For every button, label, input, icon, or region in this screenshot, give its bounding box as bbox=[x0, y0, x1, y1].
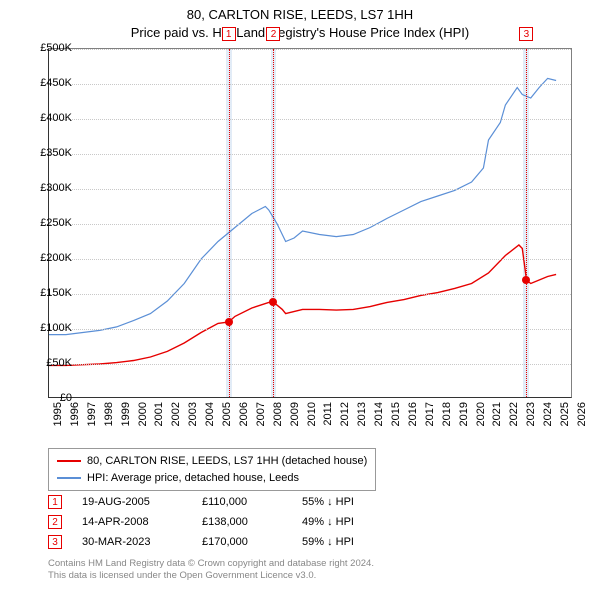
x-tick-label: 2016 bbox=[407, 402, 419, 426]
gridline bbox=[49, 154, 571, 155]
gridline bbox=[49, 84, 571, 85]
x-tick-label: 2025 bbox=[559, 402, 571, 426]
x-tick-label: 2015 bbox=[390, 402, 402, 426]
x-tick-label: 1999 bbox=[120, 402, 132, 426]
x-tick-label: 2018 bbox=[441, 402, 453, 426]
x-tick-label: 2012 bbox=[339, 402, 351, 426]
gridline bbox=[49, 329, 571, 330]
event-table: 1 19-AUG-2005 £110,000 55% ↓ HPI 2 14-APR-200… bbox=[48, 492, 392, 552]
marker-flag: 1 bbox=[222, 27, 236, 41]
x-tick-label: 2022 bbox=[508, 402, 520, 426]
gridline bbox=[49, 259, 571, 260]
x-tick-label: 2019 bbox=[458, 402, 470, 426]
gridline bbox=[49, 119, 571, 120]
event-badge: 1 bbox=[48, 495, 62, 509]
legend-swatch-property bbox=[57, 460, 81, 462]
event-date: 19-AUG-2005 bbox=[82, 496, 182, 508]
x-tick-label: 2000 bbox=[137, 402, 149, 426]
plot-area: 123 bbox=[48, 48, 572, 398]
event-pct: 49% ↓ HPI bbox=[302, 516, 392, 528]
gridline bbox=[49, 49, 571, 50]
event-date: 14-APR-2008 bbox=[82, 516, 182, 528]
x-tick-label: 2001 bbox=[153, 402, 165, 426]
x-tick-label: 2017 bbox=[424, 402, 436, 426]
x-tick-label: 2002 bbox=[170, 402, 182, 426]
gridline bbox=[49, 294, 571, 295]
marker-line bbox=[526, 49, 527, 397]
event-badge: 2 bbox=[48, 515, 62, 529]
y-tick-label: £250K bbox=[28, 217, 72, 229]
x-tick-label: 2014 bbox=[373, 402, 385, 426]
y-tick-label: £450K bbox=[28, 77, 72, 89]
x-tick-label: 1997 bbox=[86, 402, 98, 426]
x-tick-label: 2026 bbox=[576, 402, 588, 426]
event-date: 30-MAR-2023 bbox=[82, 536, 182, 548]
y-tick-label: £50K bbox=[28, 357, 72, 369]
x-tick-label: 1996 bbox=[69, 402, 81, 426]
x-tick-label: 2005 bbox=[221, 402, 233, 426]
x-tick-label: 2010 bbox=[306, 402, 318, 426]
y-tick-label: £350K bbox=[28, 147, 72, 159]
marker-line bbox=[273, 49, 274, 397]
x-tick-label: 2011 bbox=[322, 402, 334, 426]
event-badge: 3 bbox=[48, 535, 62, 549]
y-tick-label: £200K bbox=[28, 252, 72, 264]
x-tick-label: 2004 bbox=[204, 402, 216, 426]
gridline bbox=[49, 189, 571, 190]
x-tick-label: 2009 bbox=[289, 402, 301, 426]
gridline bbox=[49, 224, 571, 225]
legend-label-hpi: HPI: Average price, detached house, Leed… bbox=[87, 470, 299, 487]
x-tick-label: 1995 bbox=[52, 402, 64, 426]
attribution: Contains HM Land Registry data © Crown c… bbox=[48, 558, 374, 583]
event-price: £110,000 bbox=[202, 496, 282, 508]
attribution-line-1: Contains HM Land Registry data © Crown c… bbox=[48, 558, 374, 570]
x-tick-label: 2003 bbox=[187, 402, 199, 426]
event-pct: 59% ↓ HPI bbox=[302, 536, 392, 548]
plot-svg bbox=[49, 49, 571, 397]
marker-dot bbox=[225, 318, 233, 326]
x-tick-label: 2020 bbox=[475, 402, 487, 426]
marker-dot bbox=[269, 298, 277, 306]
legend-label-property: 80, CARLTON RISE, LEEDS, LS7 1HH (detach… bbox=[87, 453, 367, 470]
y-tick-label: £300K bbox=[28, 182, 72, 194]
marker-flag: 3 bbox=[519, 27, 533, 41]
series-line-property bbox=[49, 245, 556, 365]
x-tick-label: 2013 bbox=[356, 402, 368, 426]
event-pct: 55% ↓ HPI bbox=[302, 496, 392, 508]
title-line-1: 80, CARLTON RISE, LEEDS, LS7 1HH bbox=[0, 6, 600, 24]
marker-line bbox=[229, 49, 230, 397]
x-tick-label: 1998 bbox=[103, 402, 115, 426]
y-tick-label: £150K bbox=[28, 287, 72, 299]
chart-container: 80, CARLTON RISE, LEEDS, LS7 1HH Price p… bbox=[0, 0, 600, 590]
y-tick-label: £0 bbox=[28, 392, 72, 404]
event-row: 3 30-MAR-2023 £170,000 59% ↓ HPI bbox=[48, 532, 392, 552]
event-row: 2 14-APR-2008 £138,000 49% ↓ HPI bbox=[48, 512, 392, 532]
x-tick-label: 2024 bbox=[542, 402, 554, 426]
attribution-line-2: This data is licensed under the Open Gov… bbox=[48, 570, 374, 582]
title-block: 80, CARLTON RISE, LEEDS, LS7 1HH Price p… bbox=[0, 0, 600, 41]
x-tick-label: 2007 bbox=[255, 402, 267, 426]
x-tick-label: 2023 bbox=[525, 402, 537, 426]
y-tick-label: £100K bbox=[28, 322, 72, 334]
x-tick-label: 2021 bbox=[491, 402, 503, 426]
legend-row-property: 80, CARLTON RISE, LEEDS, LS7 1HH (detach… bbox=[57, 453, 367, 470]
legend-swatch-hpi bbox=[57, 477, 81, 479]
event-price: £170,000 bbox=[202, 536, 282, 548]
title-line-2: Price paid vs. HM Land Registry's House … bbox=[0, 24, 600, 42]
legend: 80, CARLTON RISE, LEEDS, LS7 1HH (detach… bbox=[48, 448, 376, 491]
marker-flag: 2 bbox=[266, 27, 280, 41]
y-tick-label: £500K bbox=[28, 42, 72, 54]
x-tick-label: 2006 bbox=[238, 402, 250, 426]
x-tick-label: 2008 bbox=[272, 402, 284, 426]
event-row: 1 19-AUG-2005 £110,000 55% ↓ HPI bbox=[48, 492, 392, 512]
legend-row-hpi: HPI: Average price, detached house, Leed… bbox=[57, 470, 367, 487]
event-price: £138,000 bbox=[202, 516, 282, 528]
marker-dot bbox=[522, 276, 530, 284]
y-tick-label: £400K bbox=[28, 112, 72, 124]
series-line-hpi bbox=[49, 78, 556, 334]
gridline bbox=[49, 364, 571, 365]
